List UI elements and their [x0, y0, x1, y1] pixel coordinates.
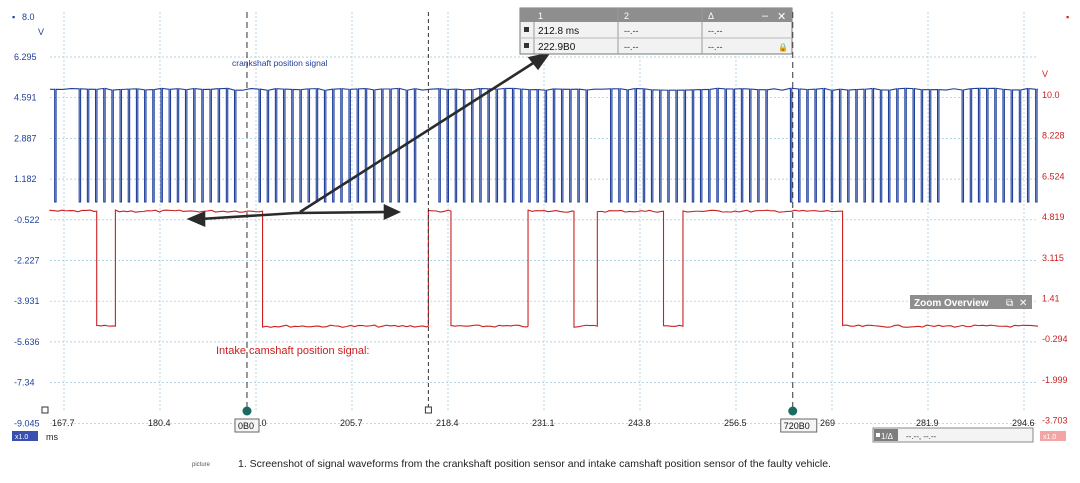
- cursor-3-handle[interactable]: [788, 406, 798, 416]
- arrow-left-span: [199, 211, 297, 221]
- right-tick-label: 3.115: [1042, 253, 1064, 263]
- right-tick-label: 8.228: [1042, 131, 1065, 141]
- left-tick-label: 2.887: [14, 133, 37, 143]
- left-axis-top-marker: ▪: [12, 12, 15, 22]
- figure-caption: picture 1. Screenshot of signal waveform…: [0, 452, 1080, 480]
- x-tick-label: 231.1: [532, 418, 555, 428]
- caption-text: 1. Screenshot of signal waveforms from t…: [238, 458, 831, 470]
- left-tick-label: 6.295: [14, 52, 37, 62]
- x-tick-label: 167.7: [52, 418, 75, 428]
- delta-value: --.--, --.--: [906, 432, 937, 441]
- x-axis: 167.7180.4193.0205.7218.4231.1243.8256.5…: [52, 418, 1035, 428]
- x-tick-label: 294.6: [1012, 418, 1035, 428]
- table-minimize-icon[interactable]: –: [762, 10, 769, 22]
- row2-col3: --.--: [708, 42, 723, 52]
- x-tick-label: 281.9: [916, 418, 939, 428]
- cursor-lines[interactable]: 0B0 720B0: [41, 12, 818, 433]
- arrow-right-span: [295, 210, 389, 215]
- bottom-bar: x1.0 ms x1.0 1/Δ --.--, --.--: [12, 427, 1066, 443]
- left-tick-label: -7.34: [14, 378, 35, 388]
- zoom-overview-title: Zoom Overview: [914, 298, 989, 309]
- x-tick-label: 205.7: [340, 418, 363, 428]
- right-y-axis: ▪ V 10.0 8.228 6.524 4.819 3.115 1.41 -0.294 -1…: [1042, 12, 1069, 426]
- row1-marker: [524, 27, 529, 32]
- x-tick-label: 256.5: [724, 418, 747, 428]
- row1-col1: 212.8 ms: [538, 26, 579, 37]
- left-axis-unit: V: [38, 27, 44, 37]
- right-axis-unit: V: [1042, 69, 1048, 79]
- zoom-overview-panel[interactable]: Zoom Overview ⧉ ✕: [910, 295, 1032, 309]
- zoom-restore-icon[interactable]: ⧉: [1006, 298, 1013, 309]
- row2-marker: [524, 43, 529, 48]
- right-tick-label: 6.524: [1042, 171, 1065, 181]
- right-tick-label: 10.0: [1042, 90, 1060, 100]
- table-header-2: 2: [624, 11, 629, 21]
- cursor-1-label: 0B0: [238, 421, 254, 431]
- zoom-close-icon[interactable]: ✕: [1019, 298, 1027, 309]
- crankshaft-waveform: [49, 87, 1039, 203]
- caption-tag: picture: [192, 462, 211, 468]
- x-tick-label: 243.8: [628, 418, 651, 428]
- delta-readout-box[interactable]: [872, 427, 1034, 443]
- x-tick-label: 180.4: [148, 418, 171, 428]
- annotation-arrows: [186, 51, 552, 227]
- cam-signal-label: Intake camshaft position signal:: [216, 345, 369, 357]
- right-tick-label: -0.294: [1042, 334, 1068, 344]
- row1-col3: --.--: [708, 26, 723, 36]
- camshaft-waveform: [49, 209, 1039, 328]
- row1-col2: --.--: [624, 26, 639, 36]
- table-close-icon[interactable]: ✕: [777, 11, 786, 23]
- left-y-axis: ▪ 8.0 V 6.295 4.591 2.887 1.182 -0.522 -2.227…: [12, 12, 44, 428]
- grid-lines: [50, 12, 1038, 424]
- row2-col2: --.--: [624, 42, 639, 52]
- measurement-table[interactable]: 1 2 Δ – ✕ 212.8 ms --.-- --.-- 222.9B0 -…: [519, 7, 793, 55]
- left-tick-label: -3.931: [14, 296, 40, 306]
- right-zoom-badge-text: x1.0: [1043, 434, 1056, 441]
- cursor-3-label-box: [780, 418, 818, 433]
- right-zoom-badge[interactable]: [1040, 431, 1066, 441]
- arrow-right-span-head: [383, 203, 402, 221]
- right-tick-label: -1.999: [1042, 375, 1068, 385]
- arrow-to-table-head: [527, 51, 552, 71]
- table-header-delta: Δ: [708, 11, 714, 21]
- x-axis-unit: ms: [46, 432, 58, 442]
- left-zoom-badge-text: x1.0: [15, 434, 28, 441]
- right-tick-label: -3.703: [1042, 416, 1068, 426]
- right-tick-label: 1.41: [1042, 294, 1060, 304]
- left-tick-label: -2.227: [14, 256, 40, 266]
- arrow-left-span-head: [186, 211, 206, 227]
- delta-marker: 1/Δ: [881, 432, 894, 441]
- right-tick-label: 4.819: [1042, 212, 1065, 222]
- table-header-1: 1: [538, 11, 543, 21]
- x-tick-label: 218.4: [436, 418, 459, 428]
- left-zoom-badge[interactable]: [12, 431, 38, 441]
- right-axis-top-marker: ▪: [1066, 12, 1069, 22]
- x-tick-label: 269: [820, 418, 835, 428]
- crank-signal-label: crankshaft position signal: [232, 58, 328, 68]
- left-axis-top-value: 8.0: [22, 12, 35, 22]
- row2-col1: 222.9B0: [538, 42, 576, 53]
- cursor-1-label-box: [234, 418, 260, 433]
- left-tick-label: 1.182: [14, 174, 37, 184]
- origin-marker: [41, 406, 49, 414]
- left-tick-label: -0.522: [14, 215, 40, 225]
- left-tick-label: 4.591: [14, 93, 37, 103]
- delta-marker-square: [876, 433, 880, 437]
- cursor-2-handle[interactable]: [424, 406, 432, 414]
- cursor-1-handle[interactable]: [242, 406, 252, 416]
- left-tick-label: -9.045: [14, 418, 40, 428]
- cursor-3-label: 720B0: [784, 421, 810, 431]
- lock-icon[interactable]: 🔒: [778, 43, 788, 52]
- arrow-to-table: [299, 58, 539, 214]
- left-tick-label: -5.636: [14, 337, 40, 347]
